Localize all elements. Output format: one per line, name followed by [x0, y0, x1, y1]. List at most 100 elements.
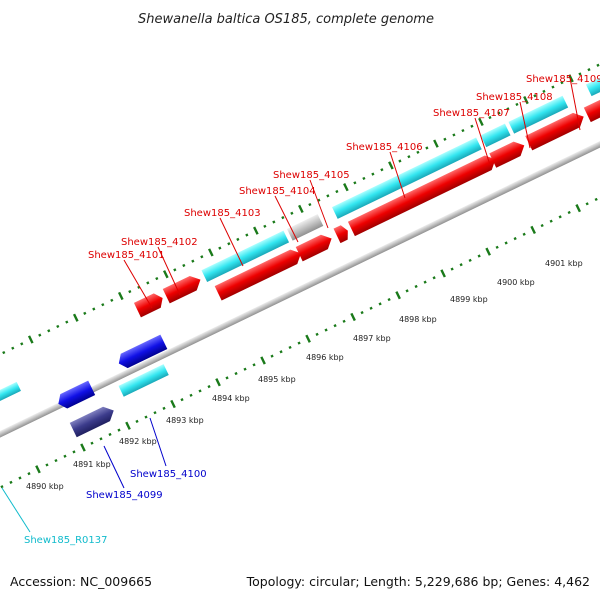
gene-label[interactable]: Shew185_4109	[526, 74, 600, 85]
label-leader-line	[274, 195, 299, 243]
gene-label[interactable]: Shew185_4107	[433, 108, 510, 119]
scale-tick	[54, 458, 58, 463]
gene-label[interactable]: Shew185_4102	[121, 237, 198, 248]
scale-label: 4895 kbp	[258, 375, 296, 384]
rna-block-4103[interactable]	[201, 230, 290, 282]
forward-tick	[128, 290, 132, 294]
scale-tick	[252, 363, 256, 367]
label-leader-line	[103, 445, 125, 489]
gene-labels: Shew185_4109 Shew185_4108 Shew185_4107 Shew…	[1, 74, 600, 546]
scale-tick	[405, 289, 409, 293]
scale-tick	[198, 389, 202, 393]
scale-tick	[35, 465, 41, 474]
forward-tick	[506, 107, 510, 111]
gene-block-4100b[interactable]	[115, 334, 168, 371]
scale-label: 4892 kbp	[119, 437, 157, 446]
gene-block-4102[interactable]	[162, 272, 204, 304]
forward-tick	[56, 324, 60, 329]
gene-label[interactable]: Shew185_R0137	[24, 535, 108, 546]
label-leader-line	[519, 101, 531, 149]
rna-block-4108[interactable]	[508, 95, 569, 134]
gene-label[interactable]: Shew185_4105	[273, 170, 350, 181]
label-leader-line	[474, 117, 491, 166]
scale-tick	[117, 428, 121, 432]
forward-tick	[416, 150, 420, 154]
scale-tick	[72, 450, 76, 454]
gene-label[interactable]: Shew185_4108	[476, 92, 553, 103]
forward-tick	[218, 246, 222, 250]
label-leader-line	[309, 179, 329, 229]
scale-tick	[530, 225, 536, 235]
pseudo-block-4105[interactable]	[287, 214, 324, 241]
scale-tick	[432, 276, 436, 280]
scale-tick	[360, 310, 364, 315]
label-leader-line	[149, 417, 167, 467]
accession-text: Accession: NC_009665	[10, 574, 152, 589]
scale-tick	[125, 421, 131, 430]
scale-tick	[279, 350, 283, 354]
scale-tick	[189, 393, 193, 397]
scale-tick	[180, 398, 184, 402]
scale-tick	[297, 341, 301, 345]
gene-label[interactable]: Shew185_4104	[239, 186, 316, 197]
forward-tick	[11, 346, 15, 350]
rna-feature-left[interactable]	[0, 381, 21, 413]
forward-tick	[208, 248, 214, 257]
scale-labels: 4890 kbp 4891 kbp 4892 kbp 4893 kbp 4894 kbp…	[26, 259, 583, 491]
scale-label: 4898 kbp	[399, 315, 437, 324]
scale-tick	[485, 247, 491, 256]
scale-tick	[440, 269, 446, 278]
forward-tick	[568, 74, 574, 83]
scale-tick	[414, 284, 418, 289]
gene-label[interactable]: Shew185_4101	[88, 250, 165, 261]
rna-block-4107[interactable]	[480, 123, 511, 148]
gene-label[interactable]: Shew185_4106	[346, 142, 423, 153]
forward-tick	[272, 220, 276, 224]
rna-block-4109[interactable]	[585, 72, 600, 97]
forward-tick	[326, 194, 330, 198]
scale-tick	[324, 328, 328, 332]
scale-tick	[540, 223, 544, 228]
forward-tick	[407, 155, 411, 159]
scale-label: 4901 kbp	[545, 259, 583, 268]
gene-label[interactable]: Shew185_4099	[86, 490, 163, 501]
scale-tick	[45, 463, 49, 467]
scale-tick	[378, 302, 382, 306]
scale-tick	[522, 232, 526, 236]
scale-tick	[27, 472, 31, 476]
scale-tick	[468, 258, 472, 262]
forward-tick	[253, 226, 259, 235]
gene-block-4104[interactable]	[295, 231, 335, 262]
scale-label: 4893 kbp	[166, 416, 204, 425]
forward-tick	[20, 342, 24, 346]
forward-tick	[245, 233, 249, 237]
gene-block-4100a[interactable]	[55, 380, 96, 412]
forward-tick	[371, 172, 375, 176]
gene-block-4108[interactable]	[525, 109, 587, 151]
genome-track	[0, 63, 600, 489]
scale-tick	[594, 197, 598, 202]
gene-block-4099[interactable]	[69, 403, 117, 438]
gene-label[interactable]: Shew185_4103	[184, 208, 261, 219]
scale-tick	[350, 312, 356, 322]
scale-tick	[0, 485, 4, 489]
scale-tick	[260, 356, 266, 365]
rna-block-lower[interactable]	[118, 364, 169, 397]
forward-tick	[560, 81, 564, 85]
gene-block-4109[interactable]	[583, 96, 600, 123]
gene-block-4107[interactable]	[489, 138, 527, 168]
scale-label: 4899 kbp	[450, 295, 488, 304]
gene-block-small[interactable]	[333, 223, 352, 244]
gene-block-4103[interactable]	[214, 246, 305, 301]
label-leader-line	[389, 151, 406, 199]
gene-block-4101[interactable]	[133, 291, 166, 318]
forward-tick	[47, 329, 51, 333]
gene-block-4106[interactable]	[347, 152, 499, 237]
forward-tick	[117, 291, 124, 301]
rna-block-4106[interactable]	[332, 137, 482, 219]
scale-tick	[549, 219, 553, 223]
forward-tick	[523, 95, 529, 105]
gene-label[interactable]: Shew185_4100	[130, 469, 207, 480]
scale-tick	[108, 432, 112, 437]
forward-tick	[578, 72, 582, 76]
